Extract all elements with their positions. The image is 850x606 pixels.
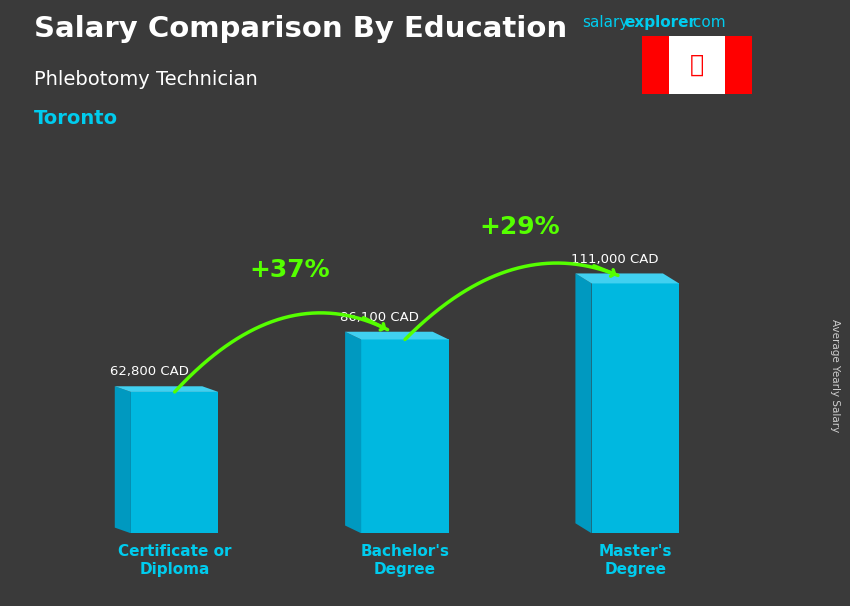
Polygon shape (345, 331, 361, 533)
Polygon shape (575, 273, 592, 533)
Bar (670, 36, 724, 94)
Text: +29%: +29% (480, 215, 560, 239)
Bar (724, 36, 752, 94)
Polygon shape (575, 273, 679, 284)
Text: 111,000 CAD: 111,000 CAD (571, 253, 658, 265)
Polygon shape (345, 331, 449, 339)
Text: 86,100 CAD: 86,100 CAD (341, 311, 419, 324)
Text: 🍁: 🍁 (690, 53, 704, 77)
Bar (361, 339, 449, 533)
Text: +37%: +37% (250, 258, 330, 282)
Bar (131, 392, 218, 533)
Text: Average Yearly Salary: Average Yearly Salary (830, 319, 840, 432)
Text: salary: salary (582, 15, 629, 30)
Text: Salary Comparison By Education: Salary Comparison By Education (34, 15, 567, 43)
Bar (592, 284, 679, 533)
Text: explorer: explorer (625, 15, 697, 30)
Text: Phlebotomy Technician: Phlebotomy Technician (34, 70, 258, 88)
Text: 62,800 CAD: 62,800 CAD (110, 365, 189, 378)
Text: Toronto: Toronto (34, 109, 118, 128)
Polygon shape (115, 386, 131, 533)
Text: .com: .com (688, 15, 726, 30)
Bar (642, 36, 670, 94)
Polygon shape (115, 386, 218, 392)
